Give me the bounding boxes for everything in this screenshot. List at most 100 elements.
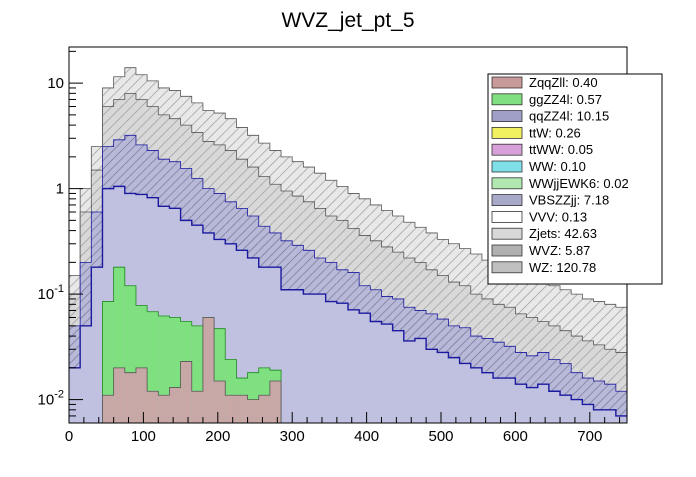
bar-s2-b34 — [448, 357, 460, 423]
x-tick-label: 200 — [205, 428, 230, 445]
axis-ticks — [68, 50, 621, 424]
bar-s2-b27 — [370, 321, 382, 423]
bar-s2-b1 — [80, 325, 92, 423]
legend-swatch — [491, 194, 523, 207]
legend-label: ZqqZll: 0.40 — [529, 75, 598, 90]
x-tick-label: 400 — [354, 428, 379, 445]
legend-label: ttWW: 0.05 — [529, 142, 593, 157]
series-outline-4 — [69, 92, 627, 353]
bar-s2-b41 — [526, 387, 538, 423]
bar-s2-b49 — [615, 415, 627, 423]
bar-s1-b4 — [113, 267, 125, 423]
bar-s2-b38 — [493, 378, 505, 423]
bar-s2-b35 — [459, 363, 471, 423]
bar-s1-b5 — [124, 285, 136, 423]
y-tick-label: 1 — [56, 181, 64, 198]
bar-s2-b8 — [158, 206, 170, 423]
legend-label: Zjets: 42.63 — [529, 226, 597, 241]
bar-s2-b31 — [414, 338, 427, 423]
legend-swatch — [491, 261, 523, 274]
legend-swatch — [491, 244, 523, 257]
x-tick-label: 600 — [503, 428, 528, 445]
bar-s0-b9 — [169, 387, 181, 423]
legend-label: ttW: 0.26 — [529, 125, 581, 140]
bar-s0-b17 — [258, 395, 270, 423]
bar-s1-b3 — [102, 301, 114, 423]
bar-hatch-s3-b44 — [560, 363, 572, 423]
legend-swatch — [491, 160, 523, 173]
legend-entry: ttWW: 0.05 — [491, 142, 593, 157]
legend-entry: VVV: 0.13 — [491, 209, 587, 224]
bar-s2-b36 — [470, 367, 482, 423]
x-tick-label: 0 — [65, 428, 73, 445]
bar-s0-b11 — [191, 391, 203, 423]
bar-s2-b47 — [593, 409, 605, 423]
bar-s2-b42 — [537, 384, 549, 423]
bar-s0-b7 — [147, 391, 159, 423]
legend-label: VVV: 0.13 — [529, 209, 587, 224]
legend-entry: WZ: 120.78 — [491, 260, 596, 275]
bar-s2-b23 — [325, 301, 337, 423]
bar-s0-b13 — [214, 381, 226, 423]
bar-s2-b30 — [403, 340, 415, 423]
legend-swatch — [491, 143, 523, 156]
bar-s2-b48 — [604, 409, 616, 423]
legend-entry: WVZ: 5.87 — [491, 243, 590, 258]
x-tick-label: 700 — [577, 428, 602, 445]
chart-title: WVZ_jet_pt_5 — [281, 9, 414, 32]
legend-swatch — [491, 127, 523, 139]
bar-hatch-s4-b49 — [615, 352, 627, 423]
bar-s2-b0 — [69, 367, 81, 423]
bar-s2-b26 — [359, 313, 371, 423]
bar-s1-b14 — [225, 359, 237, 423]
legend-label: ggZZ4l: 0.57 — [529, 92, 602, 107]
legend-label: WZ: 120.78 — [529, 260, 596, 275]
bar-hatch-s3-b45 — [571, 372, 583, 423]
legend-label: qqZZ4l: 10.15 — [529, 109, 609, 124]
bar-s2-b2 — [91, 267, 103, 423]
bars-layer — [69, 67, 627, 424]
x-tick-label: 300 — [280, 428, 305, 445]
bar-s1-b11 — [191, 325, 203, 423]
legend-swatch — [491, 110, 523, 122]
legend-entry: ZqqZll: 0.40 — [491, 75, 598, 90]
legend-swatch — [491, 93, 523, 106]
bar-s2-b29 — [392, 330, 404, 423]
bar-s2-b14 — [225, 243, 237, 423]
bar-s2-b33 — [437, 352, 449, 423]
legend-label: VBSZZjj: 7.18 — [529, 193, 609, 208]
series-0 — [69, 317, 627, 424]
bar-s0-b12 — [202, 317, 215, 423]
legend-swatch — [491, 210, 523, 223]
bar-s2-b28 — [381, 324, 393, 423]
legend-entry: ttW: 0.26 — [491, 125, 581, 140]
legend-entry: VBSZZjj: 7.18 — [491, 193, 609, 208]
bar-s0-b8 — [158, 395, 170, 423]
bar-s2-b37 — [481, 372, 494, 423]
legend-swatch — [491, 177, 523, 190]
bar-s2-b22 — [314, 294, 326, 423]
bar-s1-b7 — [147, 311, 159, 423]
bar-hatch-s3-b46 — [582, 378, 594, 423]
series-outline-3 — [69, 134, 627, 392]
bar-hatch-s3-b48 — [604, 384, 616, 423]
bar-s2-b24 — [336, 303, 348, 423]
legend-swatch — [491, 76, 523, 89]
y-tick-label: 10-2 — [38, 389, 64, 409]
bar-s2-b32 — [426, 349, 438, 423]
bar-s2-b18 — [269, 267, 282, 423]
bar-s2-b16 — [247, 257, 259, 423]
bar-hatch-s3-b47 — [593, 381, 605, 423]
bar-s0-b16 — [247, 399, 259, 423]
legend-entry: qqZZ4l: 10.15 — [491, 109, 609, 124]
bar-s2-b45 — [571, 399, 583, 423]
bar-s0-b5 — [124, 372, 136, 423]
bar-s1-b13 — [214, 328, 226, 423]
legend-label: WW: 0.10 — [529, 159, 586, 174]
legend-swatch — [491, 227, 523, 240]
bar-s2-b44 — [560, 395, 572, 423]
legend-entry: Zjets: 42.63 — [491, 226, 597, 241]
y-tick-label: 10-1 — [38, 283, 64, 303]
legend-entry: WWjjEWK6: 0.02 — [491, 176, 629, 191]
